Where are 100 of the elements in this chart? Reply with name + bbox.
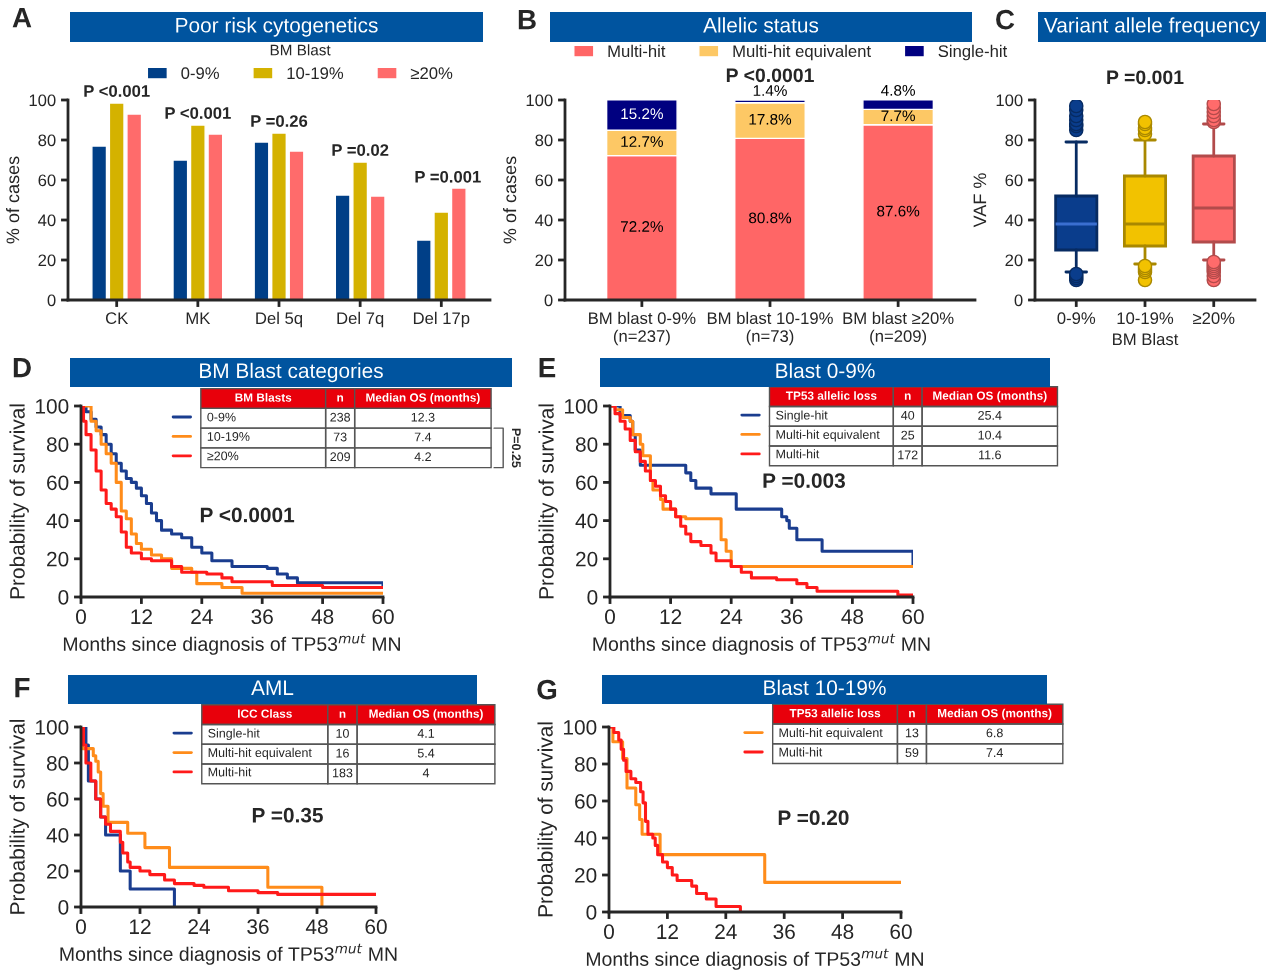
data-label: 7.7% <box>881 110 915 122</box>
annotation: P =0.35 <box>252 807 323 823</box>
data-label: 17.8% <box>749 113 792 125</box>
legend-label: ≥20% <box>207 451 239 461</box>
text: BM Blasts <box>235 393 292 402</box>
legend-label: 10-19% <box>287 67 344 80</box>
data-label: 72.2% <box>621 221 663 232</box>
chart-title: Blast 0-9% <box>776 362 875 379</box>
annotation: P <0.001 <box>165 107 231 119</box>
y-tick-label: 60 <box>535 174 553 187</box>
y-tick-label: 0 <box>1014 294 1023 307</box>
bar <box>91 145 108 300</box>
text: D <box>13 358 31 378</box>
text: ICC Class <box>238 709 292 718</box>
bar <box>369 195 386 300</box>
text: 10.4 <box>978 430 1002 440</box>
legend-label: Single-hit <box>938 44 1008 61</box>
y-tick-label: 80 <box>38 134 56 147</box>
y-tick-label: 80 <box>575 437 598 452</box>
y-tick-label: 100 <box>565 399 598 414</box>
legend-label: Multi-hit equivalent <box>733 44 871 61</box>
y-tick-label: 20 <box>1005 254 1023 267</box>
annotation: 73 <box>333 432 347 442</box>
text: Median OS (months) <box>369 709 483 721</box>
text: 12.3 <box>411 412 435 422</box>
text: 25.4 <box>978 410 1002 420</box>
y-tick-label: 0 <box>587 590 598 605</box>
legend-label: 10-19% <box>207 432 250 441</box>
y-tick-label: 80 <box>535 134 553 147</box>
x-tick-label: 12 <box>660 609 682 624</box>
data-label: 4.8% <box>881 84 915 96</box>
x-tick-label: 48 <box>831 924 854 940</box>
annotation: P <0.0001 <box>200 507 295 523</box>
y-tick-label: 20 <box>47 551 69 567</box>
annotation: P =0.003 <box>763 473 845 489</box>
data-label: 12.7% <box>621 136 663 147</box>
y-tick-label: 0 <box>586 905 597 920</box>
x-tick-label: 0 <box>604 924 614 940</box>
y-axis-title: Probability of survival <box>9 404 29 599</box>
text: n <box>904 393 911 400</box>
bar <box>172 159 189 300</box>
y-tick-label: 0 <box>544 294 553 307</box>
y-tick-label: 20 <box>576 551 598 567</box>
x-tick-label: 24 <box>191 609 213 624</box>
legend-label: Multi-hit equivalent <box>208 747 312 760</box>
y-tick-label: 0 <box>58 590 69 605</box>
text: Median OS (months) <box>933 391 1047 403</box>
y-tick-label: 20 <box>38 254 56 267</box>
text: 5.4 <box>417 748 435 758</box>
x-tick-label: 48 <box>841 609 864 625</box>
annotation: 238 <box>330 412 351 422</box>
x-tick-label: 48 <box>305 919 328 935</box>
text: 4.1 <box>417 729 435 738</box>
x-tick-label: 12 <box>657 924 678 939</box>
legend-label: ≥20% <box>410 67 453 80</box>
x-tick-label: 24 <box>188 919 210 934</box>
chart-title: Poor risk cytogenetics <box>176 17 378 37</box>
legend-label: 0-9% <box>207 412 236 422</box>
annotation: 16 <box>336 748 349 758</box>
text: G <box>537 679 557 700</box>
bar <box>288 150 305 300</box>
text: B <box>518 10 536 30</box>
data-label: 80.8% <box>749 212 792 224</box>
legend-label: Multi-hit <box>208 767 252 777</box>
y-tick-label: 20 <box>535 254 553 267</box>
y-tick-label: 80 <box>46 437 69 452</box>
legend-label: Single-hit <box>208 728 260 741</box>
y-axis-title: VAF % <box>973 173 987 228</box>
text: Median OS (months) <box>938 708 1052 720</box>
data-label: 87.6% <box>877 205 920 217</box>
data-label: 15.2% <box>621 108 663 120</box>
text: F <box>15 678 30 698</box>
x-tick-label: 0 <box>76 919 86 935</box>
y-axis-title: % of cases <box>6 156 20 244</box>
y-tick-label: 40 <box>1005 214 1023 227</box>
text: n <box>909 710 915 718</box>
annotation: P <0.001 <box>84 85 150 97</box>
x-tick-label: 60 <box>902 609 924 625</box>
y-tick-label: 100 <box>36 720 69 735</box>
x-tick-label: BM blast 0-9% (n=237) <box>589 311 696 346</box>
x-axis-title: Months since diagnosis of TP53$^{mut}$ MN <box>593 633 930 655</box>
bar <box>271 132 287 300</box>
x-tick-label: 60 <box>890 924 912 940</box>
y-tick-label: 60 <box>576 475 598 491</box>
legend-label: Multi-hit <box>779 747 823 757</box>
y-axis-title: % of cases <box>503 156 517 244</box>
chart-title: BM Blast categories <box>200 362 383 383</box>
y-axis-title: Probability of survival <box>538 404 558 599</box>
x-axis-title: Months since diagnosis of TP53$^{mut}$ MN <box>586 948 923 970</box>
x-tick-label: 48 <box>311 609 334 625</box>
bar <box>450 187 467 300</box>
annotation: 25 <box>901 430 915 440</box>
x-tick-label: 36 <box>251 609 273 625</box>
annotation: 40 <box>901 410 915 420</box>
y-tick-label: 60 <box>47 475 69 491</box>
data-label: 1.4% <box>753 85 787 96</box>
x-tick-label: 0 <box>76 609 86 625</box>
annotation: P =0.02 <box>332 144 389 156</box>
y-tick-label: 20 <box>47 864 69 879</box>
y-axis-title: Probability of survival <box>9 719 29 914</box>
